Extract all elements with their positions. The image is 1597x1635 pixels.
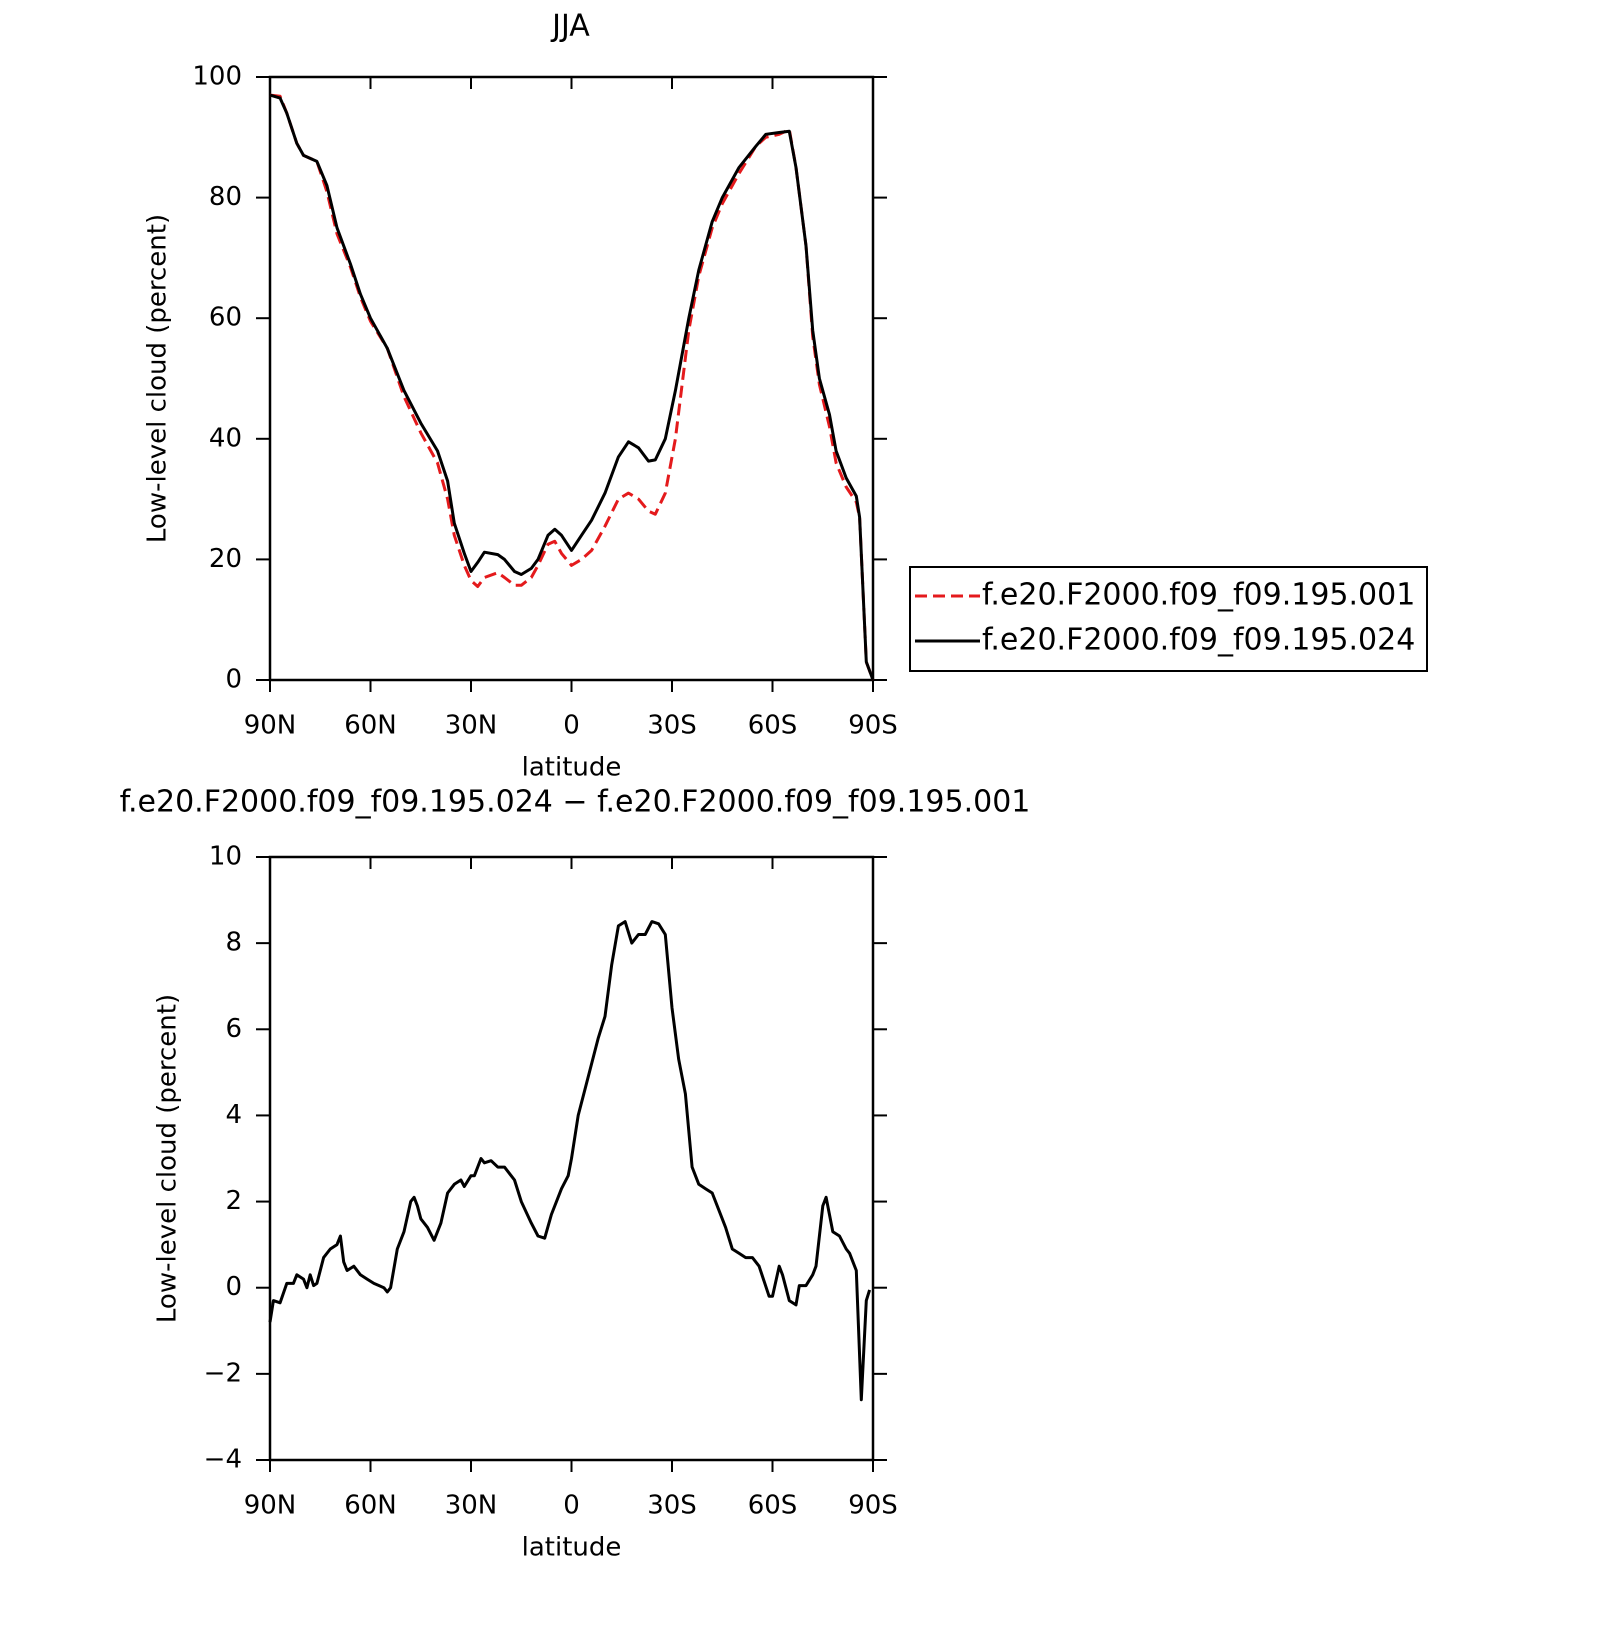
- x-tick-label: 60N: [344, 711, 397, 741]
- x-tick-label: 90S: [848, 1491, 898, 1521]
- x-tick-label: 90S: [848, 711, 898, 741]
- y-tick-label: 0: [225, 665, 242, 695]
- y-axis-label: Low-level cloud (percent): [143, 214, 173, 543]
- x-tick-label: 60N: [344, 1491, 397, 1521]
- x-tick-label: 30S: [647, 1491, 697, 1521]
- y-tick-label: 80: [209, 182, 242, 212]
- chart-title: f.e20.F2000.f09_f09.195.024 − f.e20.F200…: [120, 785, 1031, 820]
- x-tick-label: 60S: [748, 1491, 798, 1521]
- y-tick-label: 100: [192, 62, 242, 92]
- y-tick-label: 10: [209, 842, 242, 872]
- y-tick-label: 2: [225, 1186, 242, 1216]
- x-tick-label: 0: [563, 1491, 580, 1521]
- legend-box: [909, 566, 1428, 672]
- y-tick-label: 8: [225, 928, 242, 958]
- legend-label: f.e20.F2000.f09_f09.195.024: [982, 623, 1415, 658]
- x-tick-label: 60S: [748, 711, 798, 741]
- y-tick-label: 6: [225, 1014, 242, 1044]
- legend-label: f.e20.F2000.f09_f09.195.001: [982, 578, 1415, 613]
- x-tick-label: 90N: [244, 711, 297, 741]
- x-tick-label: 0: [563, 711, 580, 741]
- x-tick-label: 30N: [445, 711, 498, 741]
- y-tick-label: 60: [209, 303, 242, 333]
- y-tick-label: 40: [209, 423, 242, 453]
- x-tick-label: 30N: [445, 1491, 498, 1521]
- y-tick-label: −2: [204, 1358, 242, 1388]
- data-line: [269, 93, 875, 681]
- y-tick-label: −4: [204, 1445, 242, 1475]
- y-axis-label: Low-level cloud (percent): [153, 994, 183, 1323]
- x-tick-label: 90N: [244, 1491, 297, 1521]
- chart-title: JJA: [550, 9, 590, 44]
- x-tick-label: 30S: [647, 711, 697, 741]
- y-tick-label: 20: [209, 544, 242, 574]
- y-tick-label: 4: [225, 1100, 242, 1130]
- x-axis-label: latitude: [522, 753, 622, 783]
- y-tick-label: 0: [225, 1272, 242, 1302]
- data-line: [268, 920, 872, 1402]
- x-axis-label: latitude: [522, 1533, 622, 1563]
